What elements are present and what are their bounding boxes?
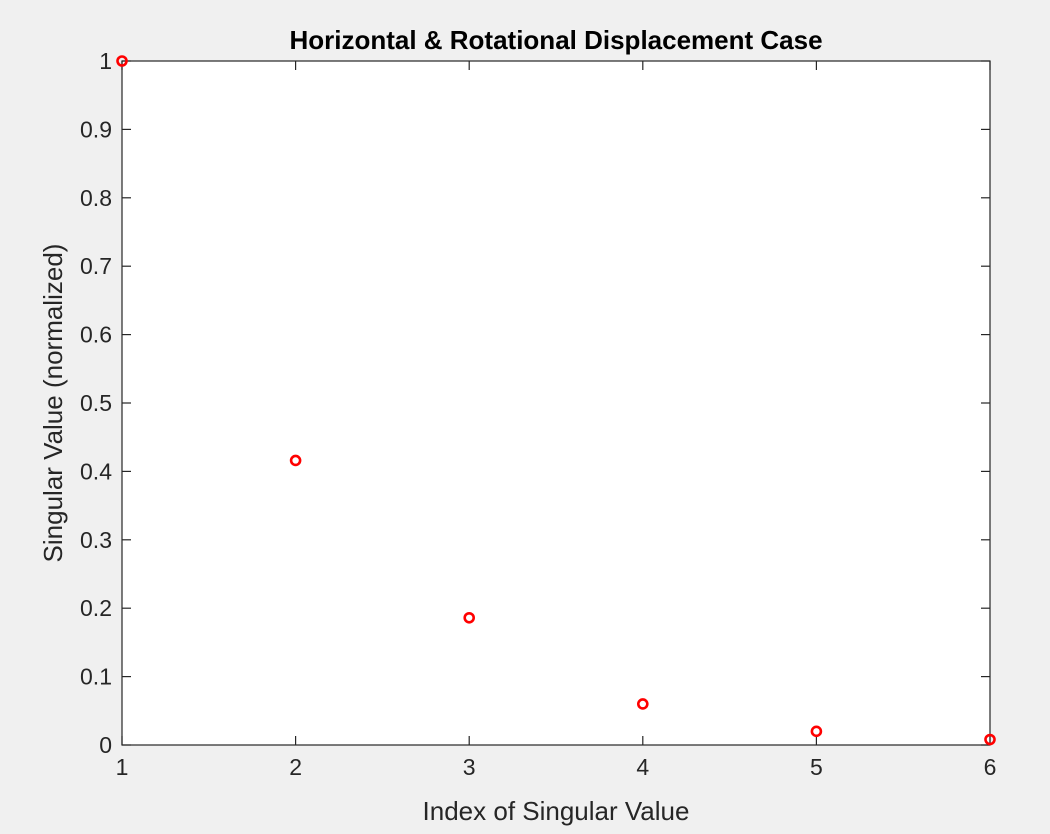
- tick-labels-layer: 1 2 3 4 5 6 0 0.1 0.2 0.3 0.4 0.5 0.6 0.7 0.8 0.9 1: [80, 48, 996, 780]
- data-point: [289, 454, 302, 467]
- y-tick-label: 0.1: [80, 664, 112, 690]
- axes-box: [121, 60, 991, 746]
- y-tick-label: 0.3: [80, 527, 112, 553]
- y-tick-label: 0.4: [80, 458, 112, 484]
- x-axis-label: Index of Singular Value: [423, 796, 690, 826]
- x-tick-label: 1: [116, 754, 129, 780]
- y-tick-label: 0.6: [80, 322, 112, 348]
- data-points: [116, 55, 996, 746]
- axes-area: [122, 61, 990, 745]
- data-point: [810, 725, 823, 738]
- data-point: [116, 55, 128, 67]
- y-tick-label: 0.9: [80, 116, 112, 142]
- chart-title: Horizontal & Rotational Displacement Cas…: [289, 25, 822, 55]
- y-tick-label: 0.2: [80, 595, 112, 621]
- y-tick-label: 0.8: [80, 185, 112, 211]
- y-axis-label: Singular Value (normalized): [38, 244, 68, 563]
- y-tick-label: 1: [99, 48, 112, 74]
- data-point: [636, 698, 649, 710]
- y-tick-label: 0: [99, 732, 112, 758]
- x-tick-label: 3: [463, 754, 476, 780]
- y-tick-label: 0.5: [80, 390, 112, 416]
- data-point: [463, 611, 476, 624]
- x-tick-label: 5: [810, 754, 823, 780]
- x-tick-label: 6: [984, 754, 997, 780]
- y-tick-label: 0.7: [80, 253, 112, 279]
- data-point: [984, 733, 996, 746]
- x-tick-label: 4: [636, 754, 649, 780]
- x-tick-label: 2: [289, 754, 302, 780]
